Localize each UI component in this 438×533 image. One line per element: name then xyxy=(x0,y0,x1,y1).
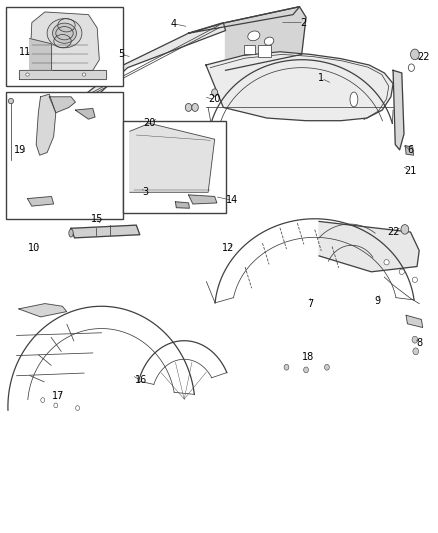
Polygon shape xyxy=(30,12,99,70)
Ellipse shape xyxy=(412,336,418,343)
Polygon shape xyxy=(319,221,419,272)
Polygon shape xyxy=(188,195,217,204)
Polygon shape xyxy=(36,94,56,155)
Ellipse shape xyxy=(408,64,414,71)
Ellipse shape xyxy=(410,49,419,60)
Text: 6: 6 xyxy=(407,145,413,155)
Ellipse shape xyxy=(384,260,389,265)
Polygon shape xyxy=(405,146,413,155)
Text: 14: 14 xyxy=(226,195,238,205)
Text: 12: 12 xyxy=(222,243,234,253)
Polygon shape xyxy=(176,202,189,208)
Bar xyxy=(258,45,271,57)
Polygon shape xyxy=(75,109,95,119)
Text: 19: 19 xyxy=(14,145,26,155)
Text: 10: 10 xyxy=(28,243,40,253)
Ellipse shape xyxy=(399,269,404,274)
Bar xyxy=(244,45,255,54)
Text: 8: 8 xyxy=(416,338,422,349)
Text: 3: 3 xyxy=(142,187,148,197)
Ellipse shape xyxy=(41,398,45,402)
Polygon shape xyxy=(130,123,215,192)
Text: 11: 11 xyxy=(19,47,32,56)
Ellipse shape xyxy=(284,365,289,370)
Text: 5: 5 xyxy=(118,50,124,59)
Text: 21: 21 xyxy=(404,166,417,176)
Ellipse shape xyxy=(304,367,308,373)
Ellipse shape xyxy=(69,229,73,237)
Text: 22: 22 xyxy=(417,52,430,62)
Ellipse shape xyxy=(152,122,159,130)
Polygon shape xyxy=(226,7,306,70)
Text: 17: 17 xyxy=(52,391,64,401)
Ellipse shape xyxy=(53,23,77,43)
Polygon shape xyxy=(188,7,300,33)
Bar xyxy=(6,92,123,219)
Ellipse shape xyxy=(248,31,260,41)
Ellipse shape xyxy=(82,73,86,76)
Ellipse shape xyxy=(26,73,29,76)
Polygon shape xyxy=(49,97,75,113)
Ellipse shape xyxy=(212,89,218,96)
Ellipse shape xyxy=(413,348,419,355)
Polygon shape xyxy=(206,52,393,120)
Polygon shape xyxy=(28,197,53,206)
Polygon shape xyxy=(71,225,140,238)
Text: 15: 15 xyxy=(91,214,103,224)
Polygon shape xyxy=(19,70,106,79)
Text: 9: 9 xyxy=(375,296,381,306)
Bar xyxy=(123,120,226,214)
Text: 20: 20 xyxy=(208,94,221,104)
Ellipse shape xyxy=(192,103,198,111)
Ellipse shape xyxy=(8,99,14,104)
Text: 7: 7 xyxy=(307,298,314,309)
Polygon shape xyxy=(393,70,404,150)
Ellipse shape xyxy=(54,403,58,408)
Text: 20: 20 xyxy=(143,118,155,128)
Ellipse shape xyxy=(76,406,80,410)
Text: 18: 18 xyxy=(302,352,314,361)
Ellipse shape xyxy=(325,365,329,370)
Text: 16: 16 xyxy=(134,375,147,385)
Polygon shape xyxy=(19,304,67,317)
Bar xyxy=(6,7,123,86)
Polygon shape xyxy=(69,22,226,110)
Ellipse shape xyxy=(47,19,82,48)
Ellipse shape xyxy=(350,92,358,107)
Text: 2: 2 xyxy=(301,18,307,28)
Ellipse shape xyxy=(185,103,192,111)
Polygon shape xyxy=(30,38,51,70)
Ellipse shape xyxy=(401,224,409,234)
Ellipse shape xyxy=(264,37,274,45)
Text: 22: 22 xyxy=(387,227,399,237)
Ellipse shape xyxy=(412,277,417,282)
Polygon shape xyxy=(406,316,423,327)
Ellipse shape xyxy=(146,122,152,130)
Text: 1: 1 xyxy=(318,73,325,83)
Text: 4: 4 xyxy=(170,19,177,29)
